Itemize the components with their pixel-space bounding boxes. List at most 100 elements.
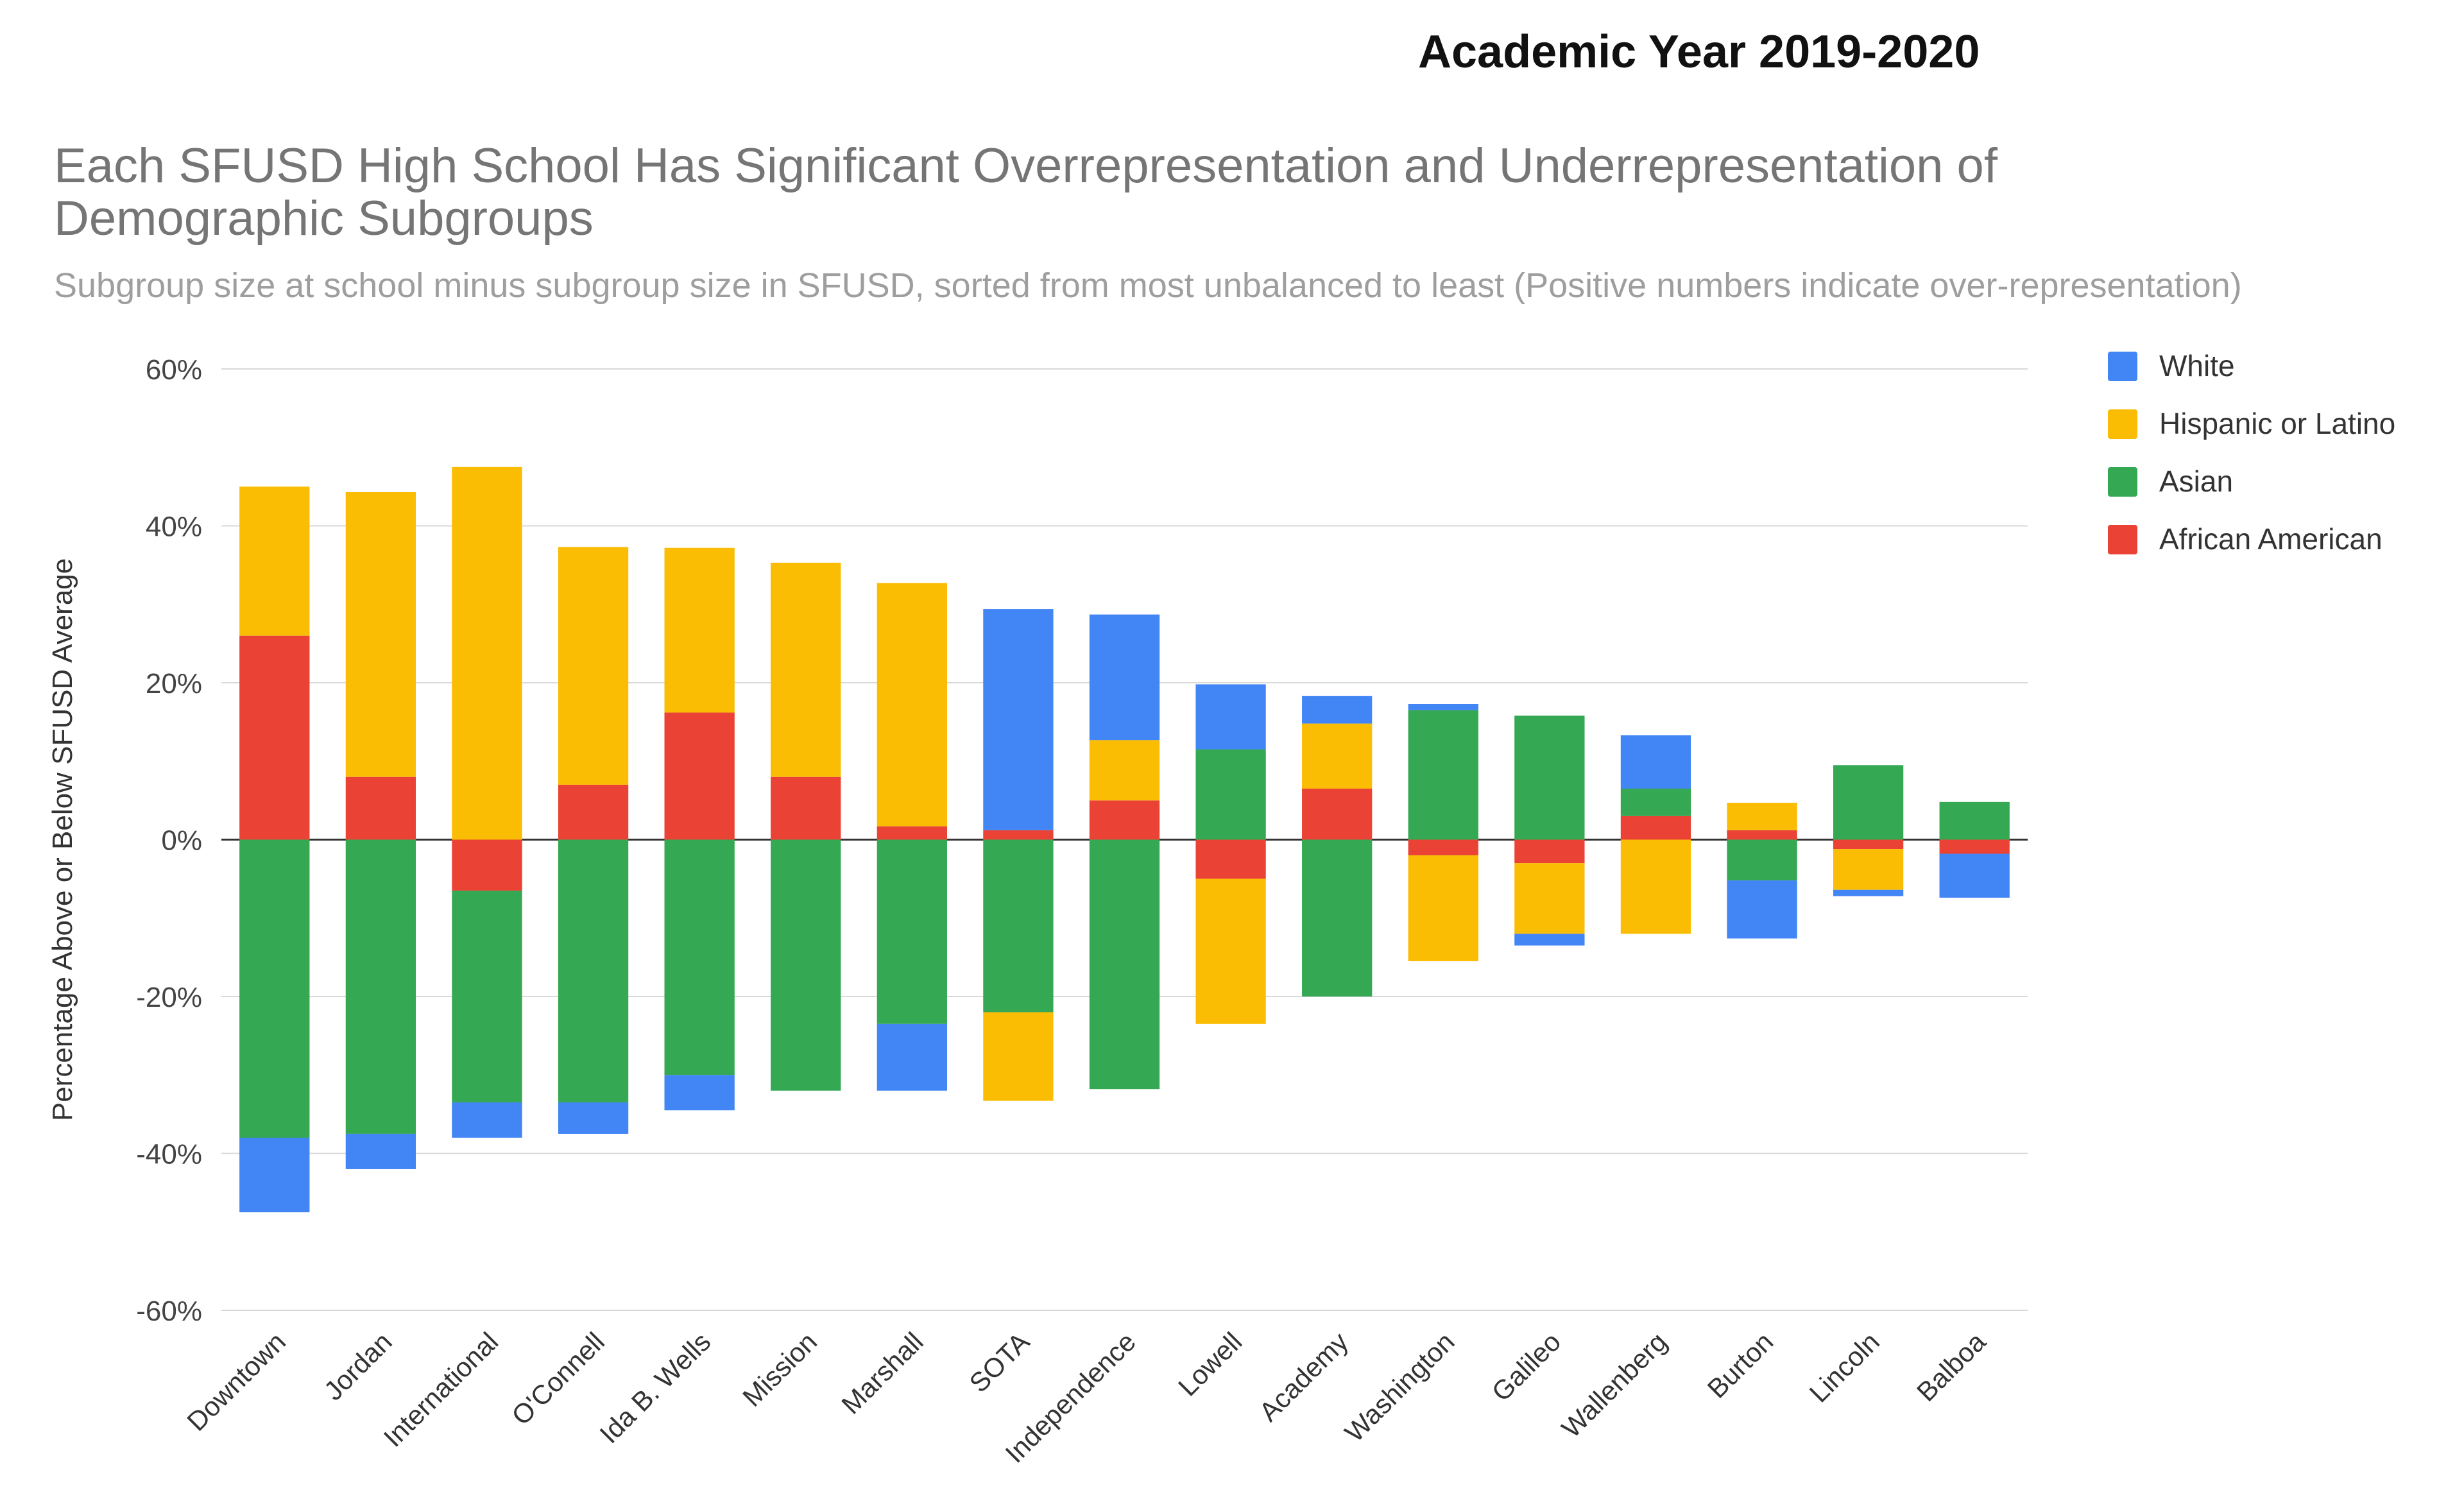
x-tick-label: Washington bbox=[1339, 1326, 1460, 1448]
legend-label: White bbox=[2159, 349, 2235, 382]
y-tick-label: 0% bbox=[161, 825, 202, 857]
bar-independence-african-american bbox=[1089, 800, 1160, 840]
bar-ida-b-wells-hispanic-or-latino bbox=[664, 547, 735, 713]
bar-lowell-hispanic-or-latino bbox=[1195, 878, 1266, 1024]
bar-wallenberg-asian bbox=[1620, 789, 1691, 816]
x-tick-label: Ida B. Wells bbox=[594, 1326, 716, 1449]
bar-sota-white bbox=[983, 609, 1054, 830]
bar-galileo-hispanic-or-latino bbox=[1514, 863, 1585, 934]
x-tick-label: O'Connell bbox=[506, 1326, 610, 1431]
y-tick-label: -40% bbox=[136, 1139, 202, 1170]
bar-burton-white bbox=[1727, 880, 1797, 939]
legend-item-white: White bbox=[2108, 349, 2235, 382]
bar-downtown-white bbox=[239, 1138, 310, 1213]
y-tick-label: 40% bbox=[146, 511, 202, 543]
bar-lincoln-african-american bbox=[1833, 839, 1904, 850]
bar-jordan-asian bbox=[345, 839, 416, 1134]
x-tick-label: Burton bbox=[1702, 1326, 1779, 1404]
legend-label: Asian bbox=[2159, 465, 2233, 498]
bar-downtown-hispanic-or-latino bbox=[239, 486, 310, 636]
bar-wallenberg-white bbox=[1620, 735, 1691, 789]
bar-lowell-white bbox=[1195, 684, 1266, 749]
bar-galileo-asian bbox=[1514, 715, 1585, 840]
bar-academy-white bbox=[1302, 696, 1373, 724]
bar-international-white bbox=[452, 1102, 522, 1138]
bar-marshall-hispanic-or-latino bbox=[877, 583, 947, 826]
bar-o-connell-hispanic-or-latino bbox=[558, 547, 629, 785]
x-tick-label: SOTA bbox=[963, 1326, 1035, 1398]
bar-o-connell-asian bbox=[558, 839, 629, 1103]
legend-swatch bbox=[2108, 352, 2137, 381]
bar-sota-hispanic-or-latino bbox=[983, 1012, 1054, 1101]
bar-downtown-african-american bbox=[239, 635, 310, 840]
bar-balboa-white bbox=[1939, 853, 2010, 898]
legend-swatch bbox=[2108, 525, 2137, 554]
bar-burton-asian bbox=[1727, 839, 1797, 881]
x-tick-label: Jordan bbox=[318, 1326, 398, 1406]
legend-swatch bbox=[2108, 409, 2137, 439]
bar-lowell-asian bbox=[1195, 749, 1266, 840]
bar-sota-asian bbox=[983, 839, 1054, 1013]
legend-item-african-american: African American bbox=[2108, 522, 2383, 556]
x-tick-label: Lincoln bbox=[1804, 1326, 1885, 1408]
bar-jordan-hispanic-or-latino bbox=[345, 492, 416, 777]
x-tick-label: Academy bbox=[1253, 1326, 1354, 1427]
bar-lincoln-white bbox=[1833, 889, 1904, 896]
bar-jordan-african-american bbox=[345, 776, 416, 840]
bar-independence-asian bbox=[1089, 839, 1160, 1090]
bar-mission-african-american bbox=[771, 776, 841, 840]
bar-mission-asian bbox=[771, 839, 841, 1091]
bar-o-connell-white bbox=[558, 1102, 629, 1134]
bar-lincoln-asian bbox=[1833, 765, 1904, 840]
x-tick-label: International bbox=[378, 1326, 504, 1453]
x-tick-label: Lowell bbox=[1172, 1326, 1247, 1401]
y-tick-label: -20% bbox=[136, 982, 202, 1013]
x-tick-label: Wallenberg bbox=[1555, 1326, 1672, 1443]
y-tick-label: -60% bbox=[136, 1296, 202, 1327]
y-tick-label: 20% bbox=[146, 668, 202, 699]
legend-swatch bbox=[2108, 467, 2137, 497]
bar-mission-hispanic-or-latino bbox=[771, 562, 841, 777]
x-tick-label: Mission bbox=[737, 1326, 823, 1412]
bar-washington-hispanic-or-latino bbox=[1408, 855, 1478, 961]
bar-international-asian bbox=[452, 890, 522, 1103]
legend-label: African American bbox=[2159, 522, 2383, 556]
x-tick-label: Balboa bbox=[1911, 1326, 1992, 1407]
x-tick-label: Marshall bbox=[835, 1326, 928, 1419]
x-tick-label: Galileo bbox=[1486, 1326, 1567, 1407]
bar-balboa-african-american bbox=[1939, 839, 2010, 854]
bar-wallenberg-hispanic-or-latino bbox=[1620, 839, 1691, 934]
bar-marshall-african-american bbox=[877, 826, 947, 840]
bar-academy-african-american bbox=[1302, 789, 1373, 840]
chart-title: Each SFUSD High School Has Significant O… bbox=[54, 139, 1998, 246]
bar-lowell-african-american bbox=[1195, 839, 1266, 879]
legend-item-hispanic-or-latino: Hispanic or Latino bbox=[2108, 407, 2395, 440]
bar-jordan-white bbox=[345, 1133, 416, 1169]
chart-subtitle: Subgroup size at school minus subgroup s… bbox=[54, 266, 2242, 305]
bar-galileo-african-american bbox=[1514, 839, 1585, 864]
bar-wallenberg-african-american bbox=[1620, 816, 1691, 840]
bar-ida-b-wells-white bbox=[664, 1075, 735, 1111]
bar-ida-b-wells-african-american bbox=[664, 712, 735, 840]
bar-sota-african-american bbox=[983, 830, 1054, 840]
academic-year-text: Academic Year 2019-2020 bbox=[1418, 26, 1980, 78]
bar-independence-white bbox=[1089, 614, 1160, 740]
legend: White Hispanic or Latino Asian African Amer… bbox=[2108, 349, 2395, 556]
bar-academy-asian bbox=[1302, 839, 1373, 997]
legend-label: Hispanic or Latino bbox=[2159, 407, 2395, 440]
bar-ida-b-wells-asian bbox=[664, 839, 735, 1075]
bar-burton-african-american bbox=[1727, 830, 1797, 840]
bar-marshall-asian bbox=[877, 839, 947, 1024]
bar-balboa-asian bbox=[1939, 801, 2010, 840]
bar-washington-white bbox=[1408, 704, 1478, 710]
bar-marshall-white bbox=[877, 1023, 947, 1091]
bar-burton-hispanic-or-latino bbox=[1727, 803, 1797, 830]
bar-galileo-white bbox=[1514, 934, 1585, 946]
y-axis-label: Percentage Above or Below SFUSD Average bbox=[47, 558, 78, 1121]
bar-international-african-american bbox=[452, 839, 522, 891]
bar-independence-hispanic-or-latino bbox=[1089, 740, 1160, 801]
x-tick-label: Downtown bbox=[181, 1326, 291, 1437]
bar-washington-african-american bbox=[1408, 839, 1478, 855]
bar-downtown-asian bbox=[239, 839, 310, 1138]
